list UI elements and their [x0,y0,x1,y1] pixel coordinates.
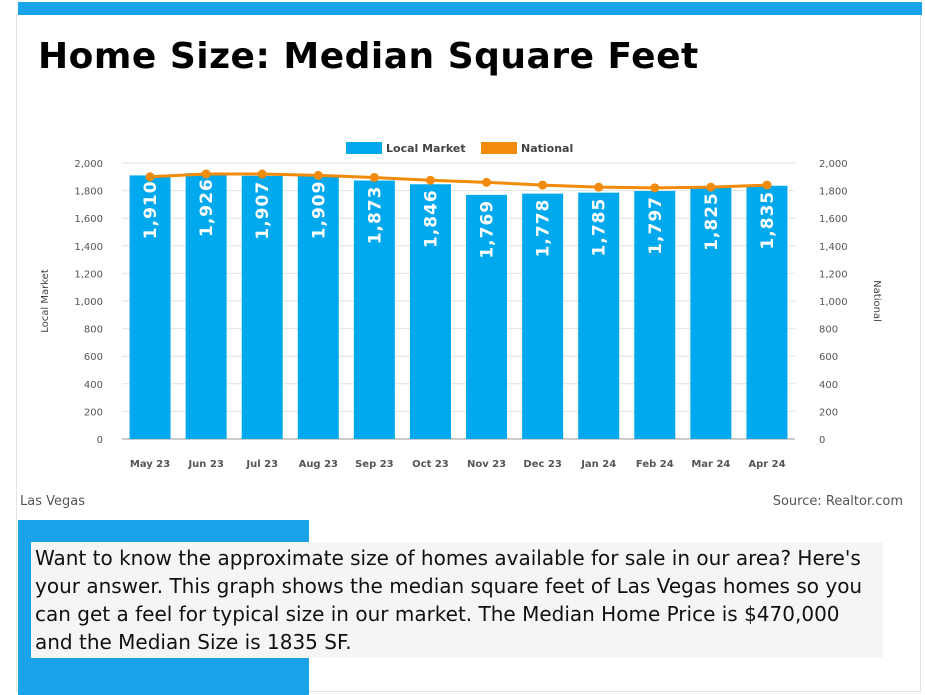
bar-data-label: 1,825 [702,192,722,251]
national-point [538,180,548,190]
bar-data-label: 1,785 [590,198,610,257]
bar-data-label: 1,778 [534,199,554,258]
national-point [369,172,379,182]
national-point [482,177,492,187]
y-tick-label: 1,600 [74,214,103,225]
y-tick-label: 1,400 [74,242,103,253]
y2-tick-label: 200 [819,407,838,418]
bar-data-label: 1,846 [421,189,441,248]
y-tick-label: 1,000 [74,297,103,308]
bar-data-label: 1,926 [197,178,217,237]
slide-frame [16,15,921,692]
y2-tick-label: 0 [819,435,825,446]
y2-tick-label: 1,200 [819,269,848,280]
x-tick-label: Aug 23 [299,459,338,470]
y-tick-label: 1,800 [74,187,103,198]
y-tick-label: 2,000 [74,159,103,170]
y-tick-label: 1,200 [74,269,103,280]
bar-chart: 0 0 200 200 400 400 600 600 800 800 1,000 1,000 1,20… [40,142,882,470]
bar-data-label: 1,910 [141,180,161,239]
bar [185,173,227,439]
x-tick-label: Dec 23 [523,459,561,470]
national-point [650,183,660,193]
bar [690,187,732,439]
legend-swatch-local [346,142,382,154]
page-title: Home Size: Median Square Feet [38,36,699,77]
location-label: Las Vegas [20,494,85,509]
y-tick-label: 400 [84,380,103,391]
y-axis-title: Local Market [40,269,51,333]
bar [353,180,395,439]
legend-label-local: Local Market [386,142,466,155]
y2-tick-label: 1,400 [819,242,848,253]
x-tick-label: Mar 24 [691,459,730,470]
bar [634,191,676,439]
legend-swatch-national [481,142,517,154]
y2-tick-label: 1,800 [819,187,848,198]
national-point [762,180,772,190]
y-tick-label: 800 [84,325,103,336]
bar-data-label: 1,909 [309,181,329,240]
y-tick-label: 600 [84,352,103,363]
bar [409,184,451,439]
description-text: Want to know the approximate size of hom… [35,546,863,654]
bar-data-label: 1,907 [253,181,273,240]
x-tick-label: Jun 23 [187,459,223,470]
national-point [257,169,267,179]
x-tick-label: May 23 [130,459,170,470]
x-tick-label: Sep 23 [355,459,394,470]
y2-tick-label: 2,000 [819,159,848,170]
y2-tick-label: 1,600 [819,214,848,225]
bar-data-label: 1,769 [478,200,498,259]
bar [297,175,339,440]
bar-data-label: 1,873 [365,186,385,245]
national-line [149,172,768,190]
bar [578,192,620,439]
y-tick-label: 0 [97,435,103,446]
description-box: Want to know the approximate size of hom… [31,542,883,658]
national-point [594,182,604,192]
bar [746,185,788,439]
national-point [425,175,435,185]
y2-tick-label: 600 [819,352,838,363]
x-tick-label: Jul 23 [245,459,278,470]
x-tick-label: Apr 24 [748,459,785,470]
national-point [706,182,716,192]
y2-tick-label: 1,000 [819,297,848,308]
national-point [145,172,155,182]
bar-data-label: 1,835 [758,191,778,250]
legend-label-national: National [521,142,573,155]
y2-tick-label: 400 [819,380,838,391]
bar [522,193,564,439]
national-point [201,169,211,179]
x-tick-label: Feb 24 [636,459,674,470]
top-accent-bar [18,2,922,15]
y-tick-label: 200 [84,407,103,418]
y2-tick-label: 800 [819,325,838,336]
x-tick-label: Jan 24 [580,459,616,470]
bar [129,175,171,440]
source-label: Source: Realtor.com [772,494,903,509]
bar-data-label: 1,797 [646,196,666,255]
national-point [313,170,323,180]
x-tick-label: Oct 23 [412,459,449,470]
bar [466,194,508,439]
x-tick-label: Nov 23 [467,459,506,470]
bar [241,175,283,440]
y2-axis-title: National [871,280,882,322]
